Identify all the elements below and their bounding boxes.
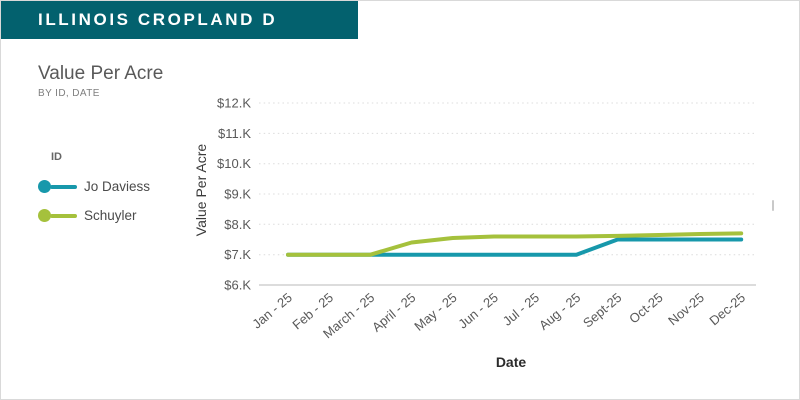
y-tick-label: $10.K: [217, 156, 251, 171]
chart-subtitle: BY ID, DATE: [38, 88, 100, 99]
y-tick-label: $9.K: [224, 187, 251, 202]
chart-title: Value Per Acre: [38, 63, 164, 84]
legend-line-icon: [50, 184, 77, 189]
x-tick-label: Oct-25: [626, 290, 666, 327]
x-tick-label: Dec-25: [706, 290, 748, 328]
legend-marker-icon: [38, 180, 51, 193]
chart-title-block: Value Per Acre BY ID, DATE: [38, 63, 163, 99]
report-header: ILLINOIS CROPLAND D: [1, 1, 358, 39]
legend-label: Schuyler: [84, 208, 137, 223]
y-axis-title: Value Per Acre: [193, 143, 209, 237]
x-tick-label: Jan - 25: [249, 290, 295, 332]
x-tick-label: Jun - 25: [455, 290, 501, 332]
x-tick-label: April - 25: [369, 290, 419, 335]
x-tick-label: May - 25: [411, 290, 459, 334]
legend-marker-icon: [38, 209, 51, 222]
series-line-jo-daviess[interactable]: [286, 237, 744, 257]
x-tick-label: Nov-25: [665, 290, 707, 328]
x-axis-title: Date: [495, 354, 527, 370]
legend-label: Jo Daviess: [84, 179, 151, 194]
legend: ID Jo Daviess Schuyler: [38, 151, 150, 230]
legend-item-schuyler[interactable]: Schuyler: [38, 201, 150, 230]
x-tick-label: Jul - 25: [500, 290, 542, 329]
x-tick-label: Sept-25: [580, 290, 625, 331]
legend-item-jo-daviess[interactable]: Jo Daviess: [38, 172, 150, 201]
y-tick-label: $6.K: [224, 278, 251, 293]
y-tick-label: $7.K: [224, 247, 251, 262]
series-line-schuyler[interactable]: [286, 231, 744, 257]
legend-title: ID: [51, 151, 62, 163]
y-tick-label: $12.K: [217, 96, 251, 111]
x-tick-label: Aug - 25: [536, 290, 583, 333]
scrollbar-thumb[interactable]: [772, 200, 774, 211]
legend-line-icon: [50, 213, 77, 218]
y-tick-label: $8.K: [224, 217, 251, 232]
report-title: ILLINOIS CROPLAND D: [38, 10, 278, 29]
y-tick-label: $11.K: [218, 126, 251, 141]
